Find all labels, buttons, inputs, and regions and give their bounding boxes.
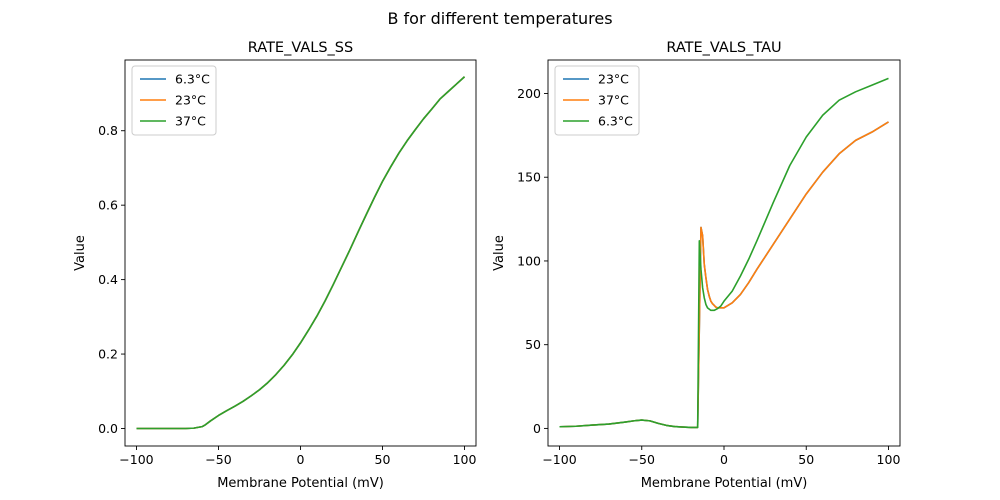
legend-label: 6.3°C <box>598 114 633 129</box>
legend-label: 23°C <box>598 72 629 87</box>
y-tick-label: 0.0 <box>98 421 118 436</box>
series-line-2 <box>559 77 889 429</box>
legend-label: 23°C <box>175 93 206 108</box>
series-group <box>136 76 466 430</box>
x-tick-label: 50 <box>375 452 391 467</box>
y-tick-label: 150 <box>517 170 541 185</box>
legend: 23°C 37°C 6.3°C <box>554 65 640 136</box>
y-tick-label: 0.6 <box>98 198 118 213</box>
legend-label: 37°C <box>175 114 206 129</box>
y-tick-label: 0 <box>533 421 541 436</box>
x-tick-label: 100 <box>453 452 477 467</box>
x-tick-label: −50 <box>205 452 231 467</box>
x-tick-label: −50 <box>629 452 655 467</box>
series-line-2 <box>136 76 466 430</box>
x-tick-label: 50 <box>798 452 814 467</box>
figure-suptitle: B for different temperatures <box>387 9 612 28</box>
legend-box <box>131 65 217 136</box>
x-tick-label: 0 <box>297 452 305 467</box>
x-tick-label: 100 <box>877 452 901 467</box>
x-tick-label: −100 <box>119 452 153 467</box>
legend-box <box>554 65 640 136</box>
series-group <box>559 77 889 429</box>
chart-rate-vals-ss: RATE_VALS_SS Membrane Potential (mV) Val… <box>73 40 476 491</box>
y-tick-label: 0.2 <box>98 347 118 362</box>
y-axis-label: Value <box>73 235 88 271</box>
y-tick-label: 100 <box>517 253 541 268</box>
y-tick-label: 200 <box>517 86 541 101</box>
x-tick-label: 0 <box>720 452 728 467</box>
y-tick-label: 0.8 <box>98 123 118 138</box>
y-tick-label: 50 <box>525 337 541 352</box>
chart-title: RATE_VALS_TAU <box>666 40 781 56</box>
x-axis-label: Membrane Potential (mV) <box>641 476 808 491</box>
x-axis-label: Membrane Potential (mV) <box>217 476 384 491</box>
chart-title: RATE_VALS_SS <box>248 40 353 56</box>
y-tick-label: 0.4 <box>98 272 118 287</box>
legend-label: 37°C <box>598 93 629 108</box>
legend: 6.3°C 23°C 37°C <box>131 65 217 136</box>
chart-rate-vals-tau: RATE_VALS_TAU Membrane Potential (mV) Va… <box>492 40 900 491</box>
legend-label: 6.3°C <box>175 72 210 87</box>
y-axis-label: Value <box>492 235 507 271</box>
x-tick-label: −100 <box>542 452 576 467</box>
